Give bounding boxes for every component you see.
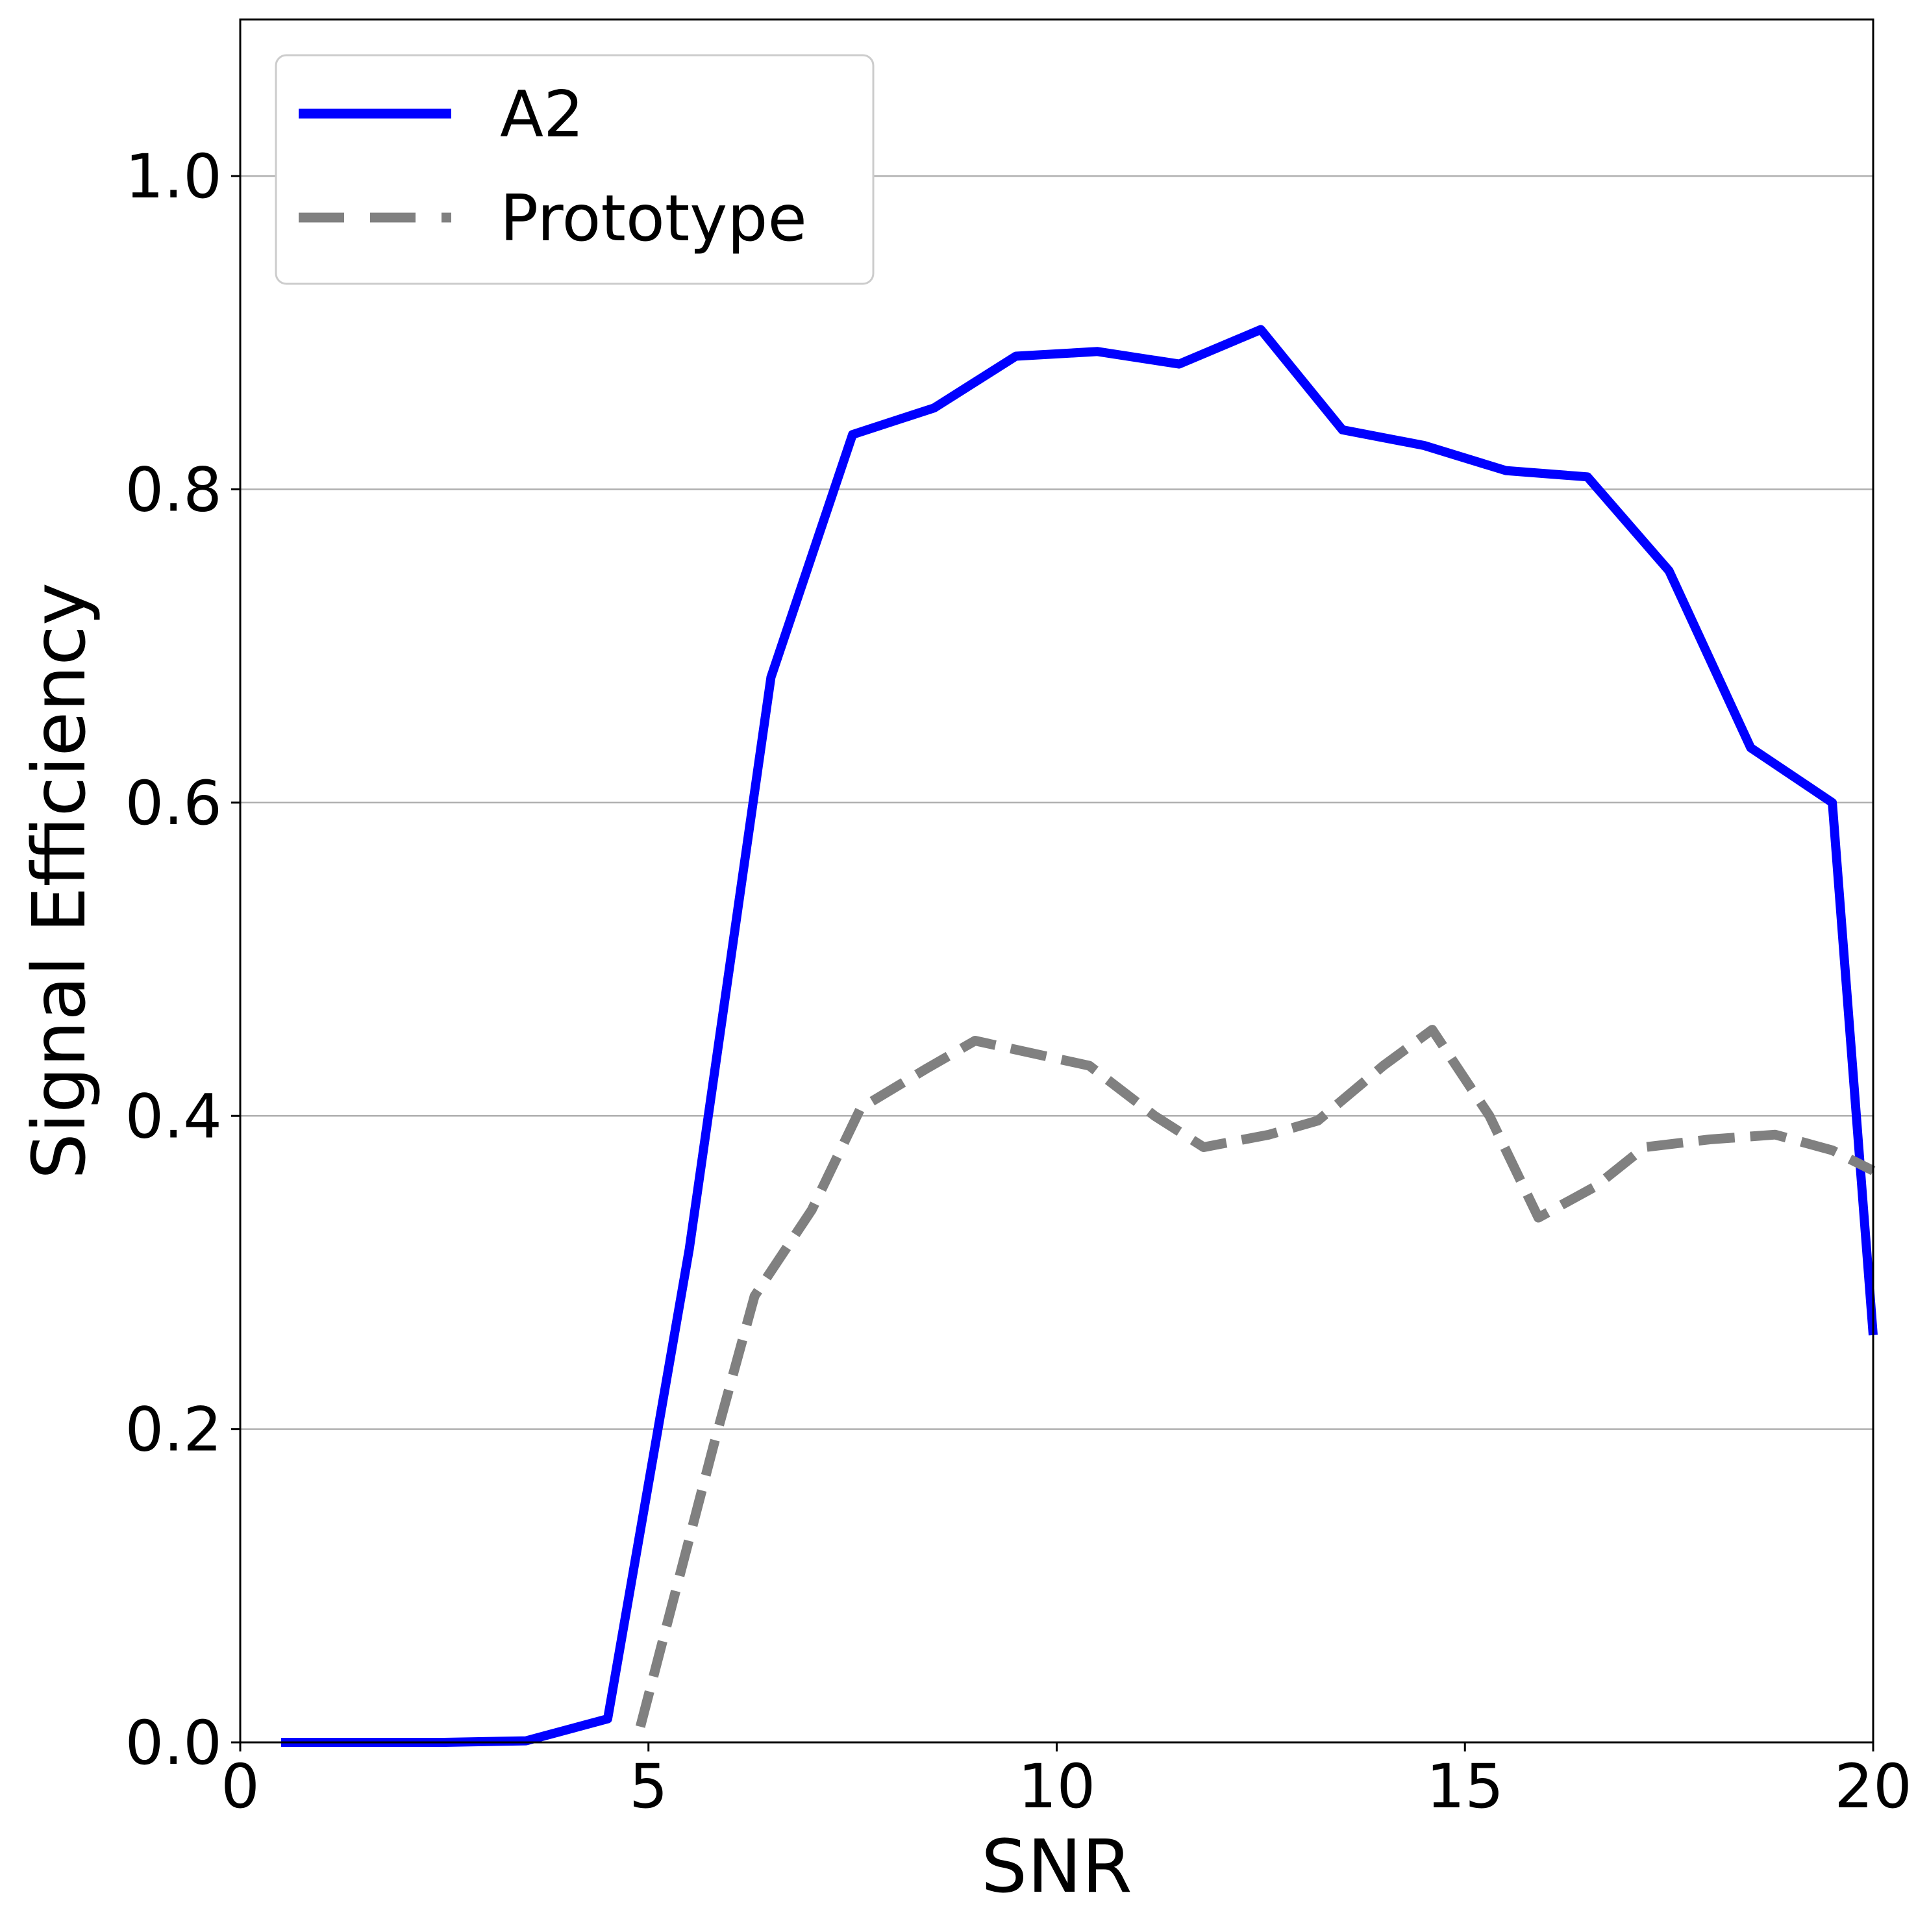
x-tick-label: 15 (1426, 1751, 1504, 1822)
grid-lines (240, 175, 1873, 1744)
legend: A2 Prototype (275, 54, 875, 285)
y-tick-label: 1.0 (125, 142, 223, 212)
y-tick-label: 0.4 (125, 1081, 223, 1152)
x-tick-label: 0 (221, 1751, 260, 1822)
legend-label-a2: A2 (500, 78, 584, 152)
series-line-a2 (280, 325, 1878, 1747)
series-line-prototype (635, 1025, 1876, 1728)
y-tick-label: 0.8 (125, 455, 223, 526)
axis-ticks: 0.0 0.2 0.4 0.6 0.8 1.0 0 5 10 15 20 (125, 142, 1912, 1822)
x-tick-label: 10 (1018, 1751, 1096, 1822)
y-tick-label: 0.0 (125, 1708, 223, 1779)
y-axis-label: Signal Efficiency (18, 583, 102, 1179)
x-tick-label: 20 (1834, 1751, 1912, 1822)
x-axis-label: SNR (981, 1825, 1132, 1909)
x-tick-label: 5 (629, 1751, 668, 1822)
y-tick-label: 0.2 (125, 1395, 223, 1466)
y-tick-label: 0.6 (125, 768, 223, 839)
series-lines (280, 325, 1878, 1747)
legend-label-prototype: Prototype (500, 182, 807, 256)
